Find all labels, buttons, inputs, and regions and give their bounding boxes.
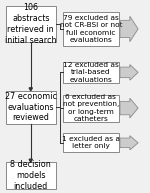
Polygon shape: [130, 136, 138, 150]
Polygon shape: [130, 98, 138, 118]
Bar: [120, 101, 130, 115]
Polygon shape: [29, 88, 32, 91]
Polygon shape: [130, 65, 138, 80]
Bar: [120, 20, 130, 38]
Text: 8 decision
models
included: 8 decision models included: [10, 160, 51, 191]
Bar: [120, 67, 130, 78]
Bar: [63, 62, 118, 83]
Bar: [63, 133, 118, 152]
Text: 106
abstracts
retrieved in
initial search: 106 abstracts retrieved in initial searc…: [5, 3, 57, 45]
Bar: [120, 138, 130, 148]
Text: 27 economic
evaluations
reviewed: 27 economic evaluations reviewed: [5, 92, 57, 122]
Text: 79 excluded as
not CR-BSI or not
full economic
evaluations: 79 excluded as not CR-BSI or not full ec…: [60, 15, 122, 43]
Polygon shape: [130, 16, 138, 41]
Polygon shape: [29, 159, 32, 162]
Bar: [6, 6, 56, 42]
Text: 12 excluded as
trial-based
evaluations: 12 excluded as trial-based evaluations: [63, 62, 119, 83]
Bar: [63, 12, 118, 46]
Bar: [6, 91, 56, 124]
Text: 1 excluded as a
letter only: 1 excluded as a letter only: [62, 136, 120, 149]
Bar: [6, 162, 56, 189]
Text: 6 excluded as
not prevention,
or long-term
catheters: 6 excluded as not prevention, or long-te…: [63, 94, 119, 122]
Bar: [63, 95, 118, 122]
